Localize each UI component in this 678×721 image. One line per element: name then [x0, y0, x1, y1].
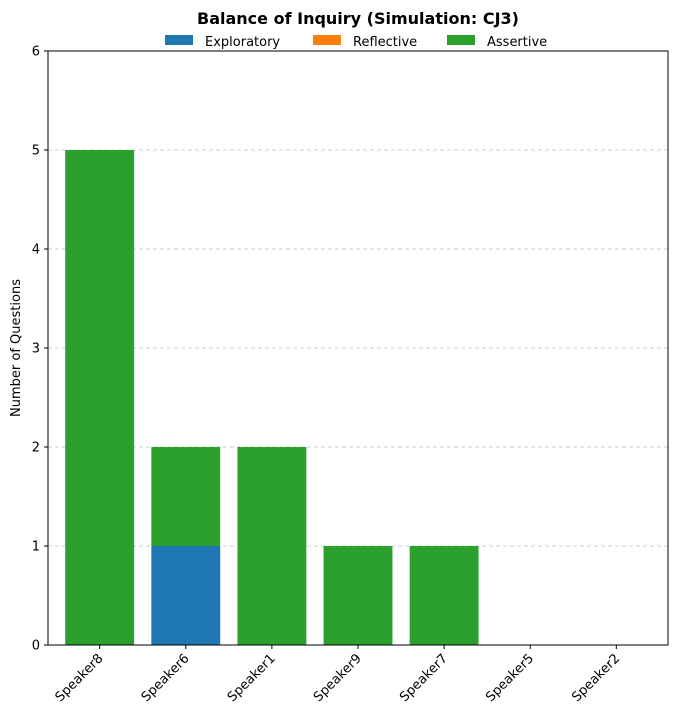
legend-label-reflective: Reflective [353, 35, 417, 50]
legend-swatch-exploratory [165, 35, 193, 45]
y-axis-label: Number of Questions [9, 279, 24, 417]
y-axis-ticks: 0 1 2 3 4 5 6 [32, 45, 48, 654]
x-tick-label: Speaker6 [139, 651, 193, 705]
x-tick-label: Speaker9 [311, 651, 365, 705]
bars [65, 150, 479, 645]
y-tick-label: 2 [32, 441, 40, 456]
bar-assertive-speaker1 [237, 447, 307, 645]
y-tick-label: 3 [32, 342, 40, 357]
y-tick-label: 0 [32, 639, 40, 654]
bar-assertive-speaker8 [65, 150, 135, 645]
y-tick-label: 6 [32, 45, 40, 60]
x-axis-ticks: Speaker8 Speaker6 Speaker1 Speaker9 Speaker7… [53, 645, 623, 705]
y-tick-label: 1 [32, 540, 40, 555]
chart-title: Balance of Inquiry (Simulation: CJ3) [197, 9, 519, 28]
bar-assertive-speaker6 [151, 447, 221, 546]
x-tick-label: Speaker7 [397, 651, 451, 705]
x-tick-label: Speaker2 [569, 651, 623, 705]
legend-swatch-assertive [447, 35, 475, 45]
y-tick-label: 5 [32, 144, 40, 159]
bar-exploratory-speaker6 [151, 546, 221, 645]
legend: Exploratory Reflective Assertive [165, 35, 547, 50]
y-tick-label: 4 [32, 243, 40, 258]
legend-swatch-reflective [313, 35, 341, 45]
plot-frame [47, 50, 669, 646]
bar-assertive-speaker9 [323, 546, 393, 645]
x-tick-label: Speaker5 [483, 651, 537, 705]
legend-label-assertive: Assertive [487, 35, 547, 50]
y-gridlines [48, 149, 668, 547]
legend-label-exploratory: Exploratory [205, 35, 280, 50]
x-tick-label: Speaker8 [53, 651, 107, 705]
x-tick-label: Speaker1 [225, 651, 279, 705]
bar-assertive-speaker7 [409, 546, 479, 645]
